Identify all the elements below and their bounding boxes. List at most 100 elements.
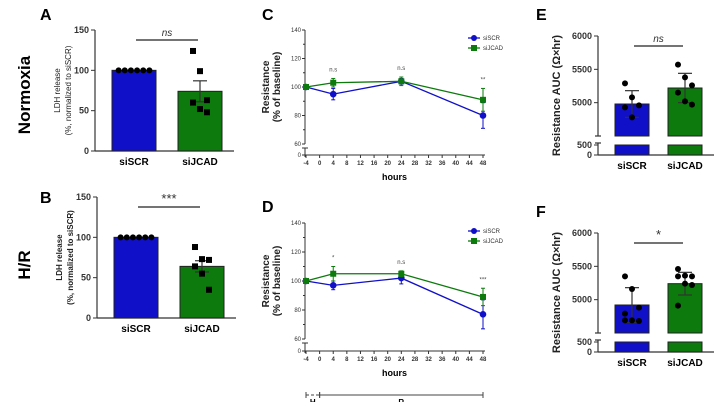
data-point	[675, 302, 681, 309]
data-point	[303, 84, 309, 90]
data-point	[682, 272, 688, 279]
y-tick-label: 140	[291, 28, 302, 34]
data-point	[136, 234, 143, 241]
data-point	[398, 78, 405, 85]
y-tick-label: 60	[294, 142, 301, 148]
legend-marker	[471, 238, 477, 244]
data-point	[398, 270, 405, 277]
y-axis-label: (%, normalized to siSCR)	[66, 210, 75, 305]
y-tick-label: 0	[587, 347, 592, 357]
significance-label: ns	[653, 34, 664, 45]
x-tick-label: siSCR	[121, 324, 151, 335]
x-tick-label: siJCAD	[667, 161, 703, 172]
bar-siSCR-lower	[614, 341, 650, 353]
y-axis-label: Resistance	[261, 60, 272, 113]
legend-marker	[471, 228, 477, 234]
data-point	[682, 98, 688, 105]
panel-A: A LDH release (%, normalized to siSCR) 0 50 1…	[40, 7, 234, 168]
x-axis-label: hours	[382, 172, 407, 182]
x-tick-label: 24	[398, 161, 405, 167]
data-point	[199, 270, 205, 277]
y-tick-label: 150	[74, 25, 89, 35]
data-point	[682, 280, 688, 287]
data-point	[622, 104, 628, 111]
x-axis-label: hours	[382, 368, 407, 378]
data-point	[140, 67, 147, 74]
y-tick-label: 100	[76, 232, 91, 242]
x-tick-label: siSCR	[617, 358, 647, 369]
x-tick-label: 28	[412, 161, 419, 167]
x-tick-label: siJCAD	[667, 358, 703, 369]
data-point	[206, 286, 212, 293]
x-tick-label: 32	[425, 161, 432, 167]
y-tick-label: 500	[577, 337, 592, 347]
data-point	[629, 94, 635, 101]
y-tick-label: 500	[577, 140, 592, 150]
y-tick-label: 120	[291, 57, 302, 63]
y-tick-label: 50	[79, 106, 89, 116]
data-point	[204, 97, 210, 104]
y-tick-label: 6000	[572, 228, 592, 238]
data-point	[146, 67, 153, 74]
data-point	[480, 96, 486, 103]
y-tick-label: 5000	[572, 98, 592, 108]
x-tick-label: 12	[357, 161, 364, 167]
x-tick-label: siJCAD	[184, 324, 220, 335]
data-point	[675, 89, 681, 96]
y-axis-label: (%, normalized to siSCR)	[64, 45, 73, 135]
data-point	[629, 286, 635, 292]
data-point	[622, 273, 628, 280]
data-point	[629, 114, 635, 121]
bar-siJCAD-lower	[667, 144, 703, 156]
significance-label: ns	[162, 28, 173, 39]
y-tick-label: 80	[294, 308, 301, 314]
significance-label: n.s	[397, 260, 405, 266]
y-tick-label: 120	[291, 250, 302, 256]
data-point	[192, 263, 198, 270]
series-line-siSCR	[305, 277, 484, 315]
bar-siSCR-lower	[614, 144, 650, 156]
data-point	[622, 310, 628, 317]
data-point	[622, 317, 628, 324]
data-point	[199, 256, 205, 263]
x-tick-label: 48	[480, 161, 487, 167]
data-point	[682, 74, 688, 81]
y-tick-label: 100	[291, 279, 302, 285]
x-tick-label: 8	[345, 161, 349, 167]
x-tick-label: 40	[452, 161, 459, 167]
y-axis-label: (% of baseline)	[272, 52, 283, 123]
data-point	[329, 282, 337, 289]
x-tick-label: 8	[345, 357, 349, 363]
data-point	[689, 101, 695, 108]
significance-label: ***	[479, 277, 487, 283]
bar-siJCAD-lower	[667, 341, 703, 353]
y-axis-label: Resistance	[261, 254, 272, 307]
data-point	[121, 67, 128, 74]
y-tick-label: 5500	[572, 64, 592, 74]
x-tick-label: 12	[357, 357, 364, 363]
y-tick-label: 0	[84, 146, 89, 156]
data-point	[329, 90, 337, 98]
row-label-hr: H/R	[15, 250, 34, 279]
y-tick-label: 150	[76, 192, 91, 202]
panel-B: B LDH release (%, normalized to siSCR) 0 50 1…	[40, 190, 236, 335]
row-label-normoxia: Normoxia	[15, 55, 34, 134]
panel-letter: F	[536, 204, 546, 221]
y-tick-label: 0	[298, 349, 302, 355]
x-tick-label: 48	[480, 357, 487, 363]
y-tick-label: 140	[291, 221, 302, 227]
data-point	[197, 68, 203, 75]
data-point	[190, 99, 196, 106]
y-axis-label: Resistance AUC (Ω×hr)	[551, 35, 563, 157]
data-point	[129, 234, 136, 241]
panel-letter: D	[262, 199, 274, 216]
y-axis-label: Resistance AUC (Ω×hr)	[551, 232, 563, 354]
x-tick-label: 20	[384, 161, 391, 167]
y-tick-label: 5000	[572, 295, 592, 305]
significance-label: n.s	[329, 67, 337, 73]
x-tick-label: 0	[318, 161, 322, 167]
